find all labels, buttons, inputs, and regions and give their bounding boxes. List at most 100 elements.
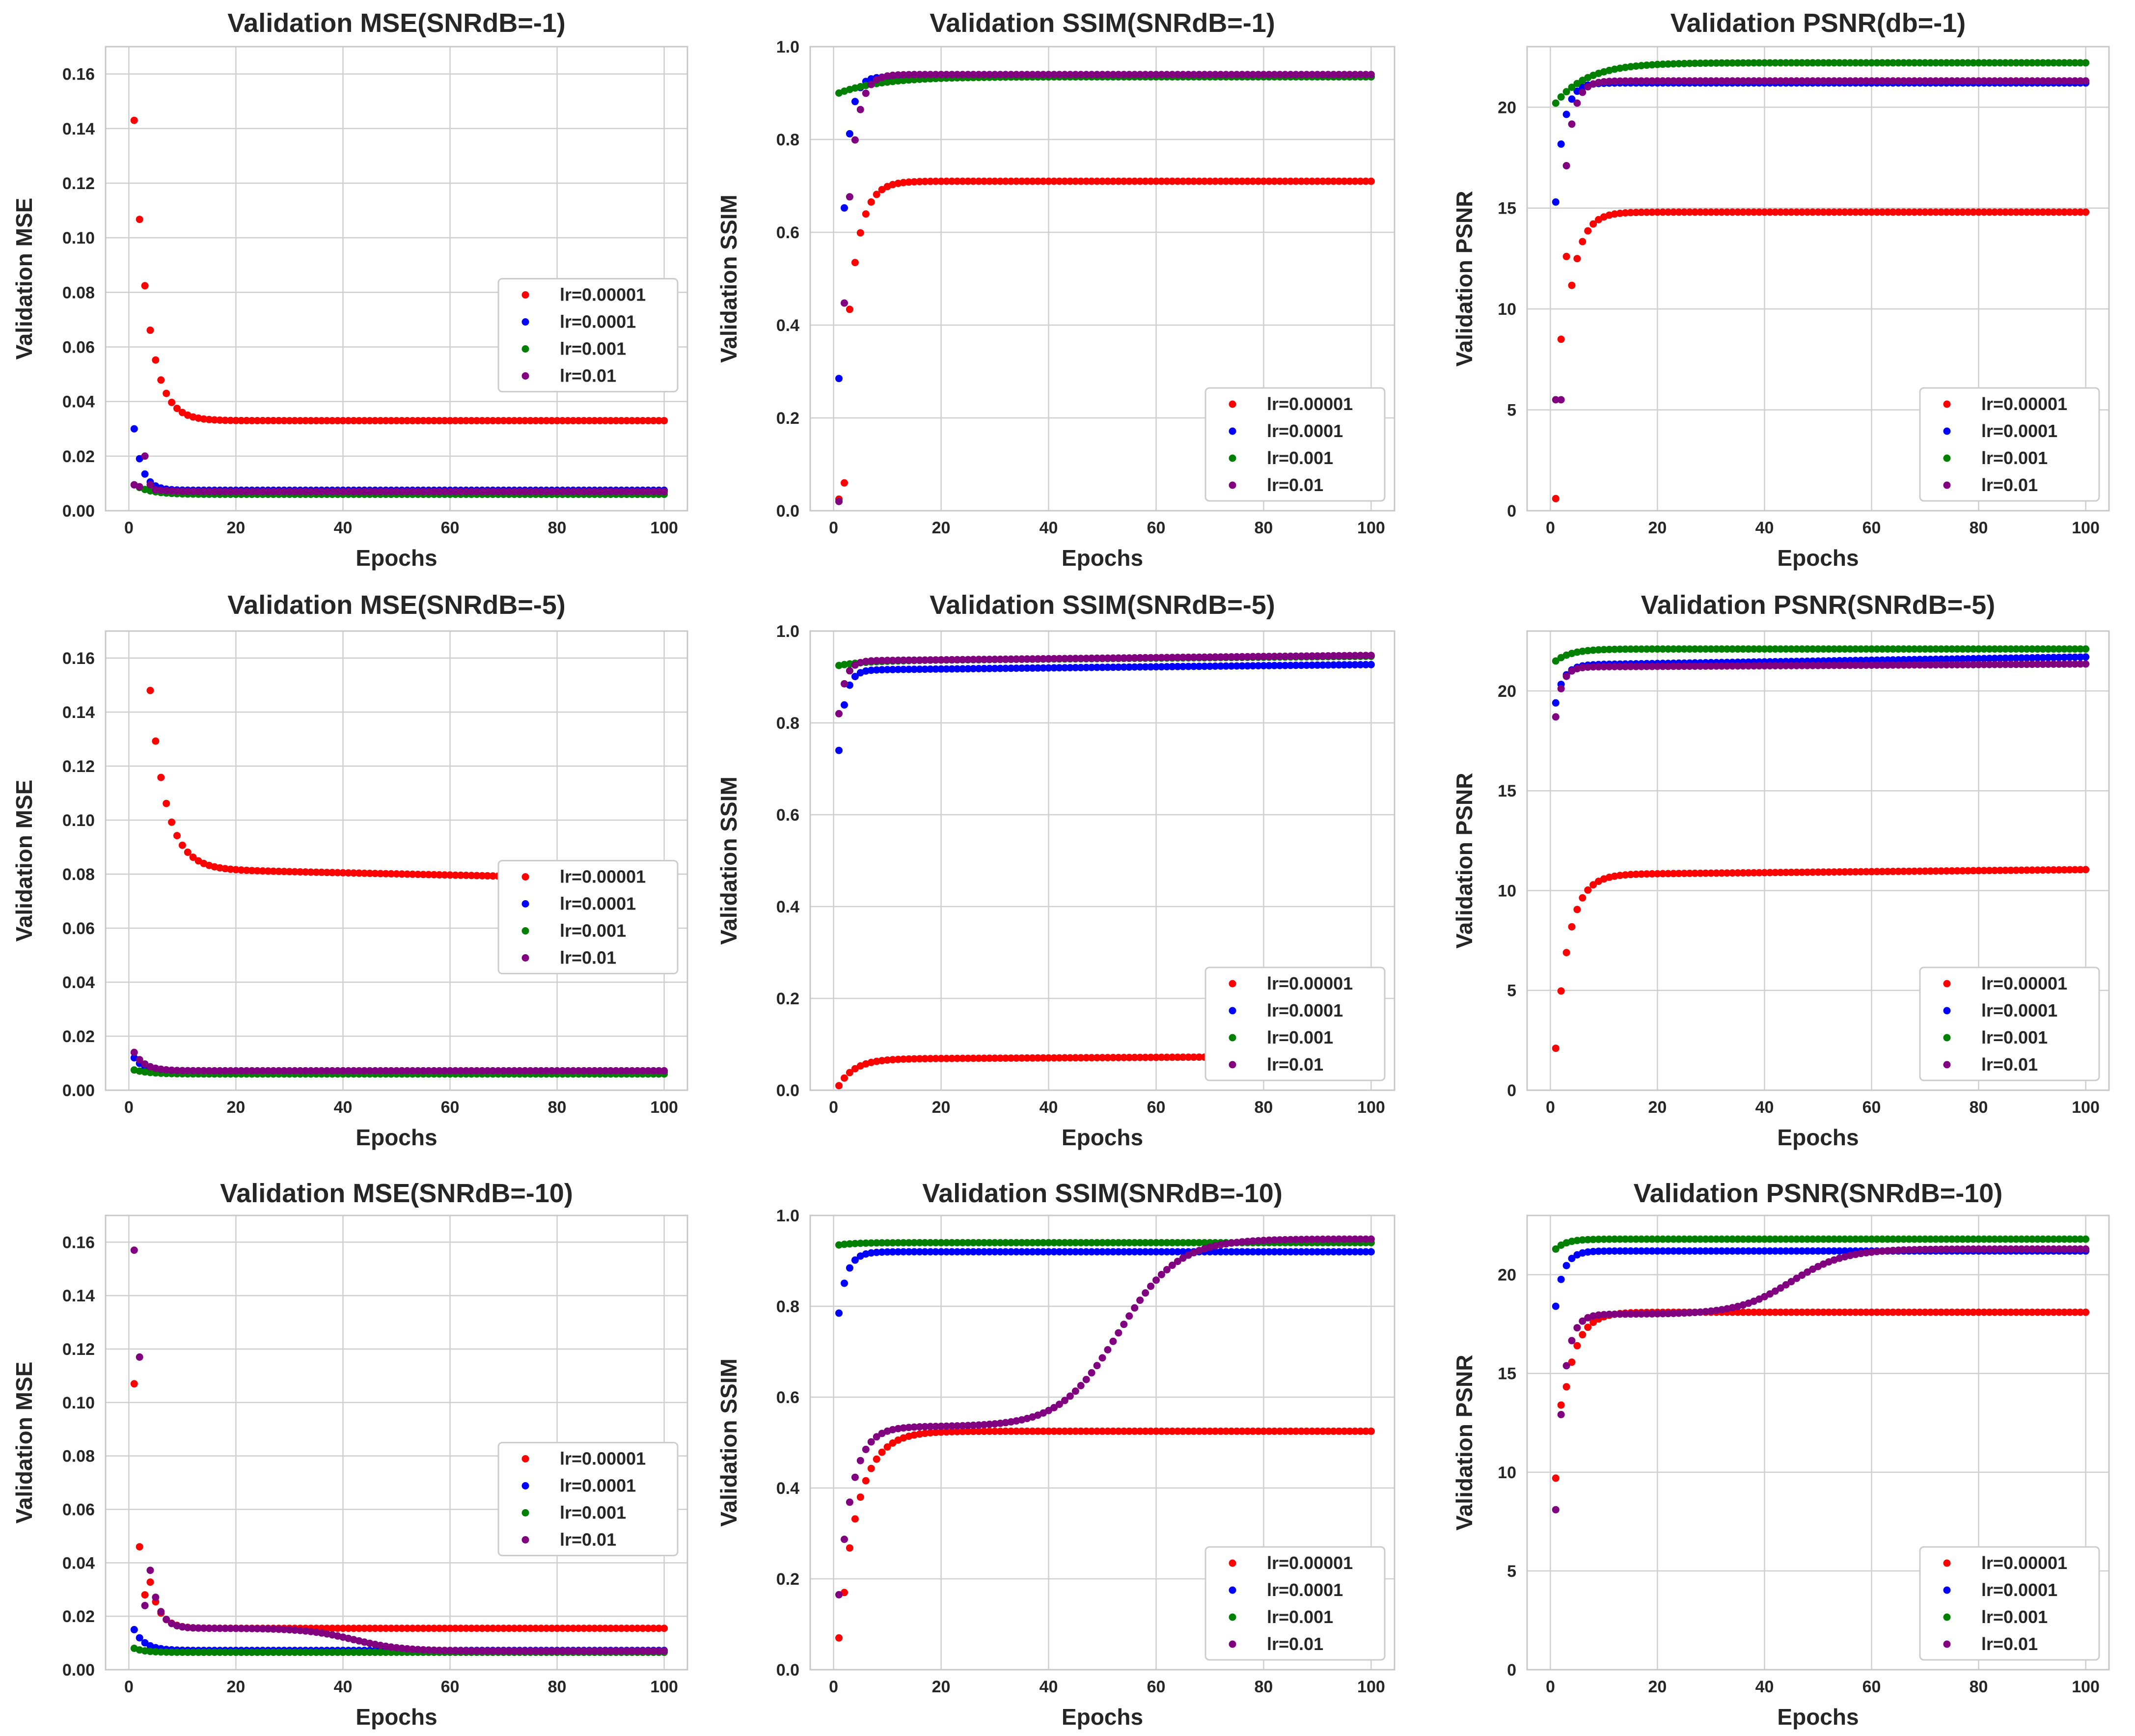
data-point: [371, 488, 379, 496]
data-point: [2028, 654, 2036, 661]
data-point: [1873, 645, 1881, 653]
data-point: [1819, 1308, 1827, 1316]
data-point: [851, 1515, 859, 1523]
data-point: [355, 1649, 363, 1656]
data-point: [2060, 866, 2068, 874]
data-point: [2023, 77, 2031, 85]
data-point: [467, 488, 475, 496]
data-point: [146, 1648, 154, 1655]
data-point: [878, 186, 886, 193]
data-point: [291, 1626, 299, 1634]
x-tick-label: 0: [829, 1678, 838, 1696]
data-point: [163, 1648, 170, 1656]
data-point: [905, 178, 913, 186]
data-point: [943, 71, 950, 79]
data-point: [1664, 1310, 1672, 1318]
data-point: [360, 417, 368, 425]
data-point: [846, 667, 853, 675]
data-point: [1804, 1308, 1811, 1316]
data-point: [184, 1067, 192, 1075]
data-point: [932, 1055, 940, 1062]
data-point: [1088, 1054, 1095, 1062]
data-point: [1659, 662, 1667, 670]
data-point: [419, 1646, 427, 1653]
data-point: [371, 1625, 379, 1632]
data-point: [1362, 1248, 1369, 1256]
data-point: [1819, 59, 1827, 67]
data-point: [1750, 59, 1758, 67]
data-point: [1916, 59, 1924, 67]
data-point: [136, 1634, 143, 1642]
data-point: [237, 1649, 245, 1656]
data-point: [500, 417, 507, 425]
data-point: [991, 1054, 999, 1062]
data-point: [894, 71, 902, 79]
data-point: [1777, 1284, 1784, 1292]
data-point: [1745, 645, 1752, 653]
data-point: [516, 417, 523, 425]
data-point: [2066, 77, 2074, 85]
data-point: [1702, 1247, 1710, 1255]
data-point: [1723, 869, 1731, 877]
data-point: [334, 488, 342, 496]
data-point: [867, 1438, 875, 1446]
data-point: [1782, 662, 1790, 669]
data-point: [344, 1625, 352, 1632]
data-point: [1152, 1053, 1160, 1061]
data-point: [1787, 868, 1795, 876]
data-point: [441, 1067, 449, 1075]
data-point: [1621, 645, 1629, 653]
data-point: [1029, 1239, 1037, 1246]
data-point: [644, 417, 652, 425]
plot-frame: [809, 630, 1396, 1091]
data-point: [1228, 653, 1235, 661]
data-point: [1782, 59, 1790, 67]
data-point: [985, 1054, 993, 1062]
data-point: [991, 1420, 999, 1428]
data-point: [1680, 1309, 1688, 1317]
data-point: [1292, 1236, 1300, 1243]
data-point: [360, 1649, 368, 1656]
data-point: [1814, 1247, 1822, 1255]
data-point: [1168, 1248, 1176, 1256]
data-point: [1680, 1247, 1688, 1255]
data-point: [1921, 645, 1929, 653]
data-point: [1174, 1053, 1181, 1061]
data-point: [1755, 645, 1763, 653]
data-point: [200, 1649, 208, 1656]
y-tick-label: 0.8: [776, 714, 799, 733]
data-point: [1168, 662, 1176, 670]
data-point: [1018, 655, 1026, 663]
data-point: [543, 1647, 550, 1655]
data-point: [2082, 645, 2090, 653]
data-point: [436, 417, 443, 425]
data-point: [1873, 59, 1881, 67]
data-point: [1562, 672, 1570, 680]
data-point: [1884, 208, 1891, 216]
data-point: [835, 1309, 843, 1317]
data-point: [275, 1649, 283, 1656]
data-point: [1766, 1247, 1774, 1255]
data-point: [1771, 208, 1779, 216]
data-point: [1120, 1239, 1128, 1246]
y-tick-label: 0.16: [62, 1233, 95, 1252]
data-point: [1061, 664, 1068, 672]
x-axis-label: Epochs: [1062, 1125, 1143, 1150]
data-point: [1959, 1235, 1967, 1243]
data-point: [1953, 655, 1961, 663]
data-point: [932, 177, 940, 185]
data-point: [1324, 661, 1332, 669]
data-point: [1761, 208, 1768, 216]
data-point: [1568, 923, 1576, 931]
data-point: [2050, 1235, 2057, 1243]
data-point: [1953, 645, 1961, 653]
data-point: [1568, 120, 1576, 128]
data-point: [473, 488, 481, 496]
data-point: [585, 1625, 593, 1632]
data-point: [1109, 1337, 1117, 1345]
data-point: [1862, 1308, 1870, 1316]
data-point: [841, 1240, 848, 1248]
series-lr=0.0001: [130, 425, 668, 494]
data-point: [339, 417, 347, 425]
series-lr=0.01: [835, 652, 1375, 717]
